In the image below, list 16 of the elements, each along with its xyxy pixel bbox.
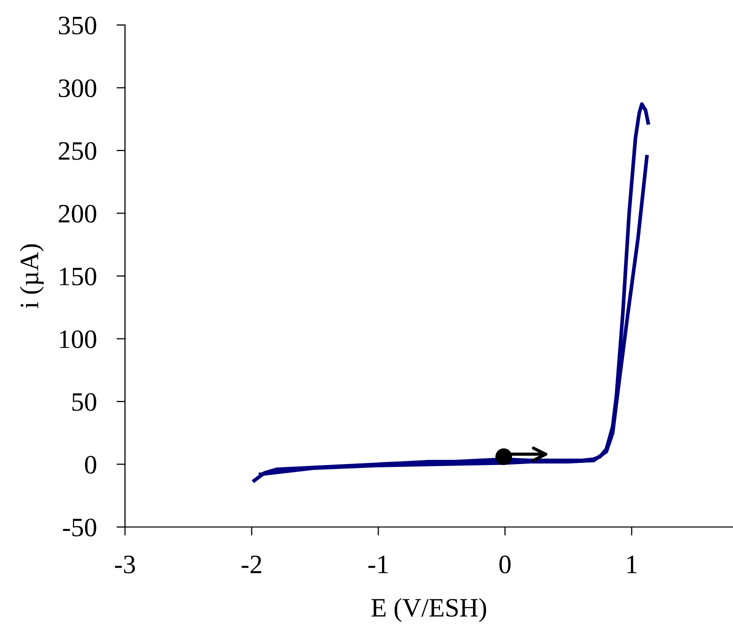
y-tick-label: 150 <box>60 268 96 286</box>
x-tick-label: -3 <box>114 556 135 574</box>
y-tick-label: -50 <box>63 518 96 536</box>
y-tick-label: 350 <box>58 16 96 34</box>
x-tick-label: -1 <box>368 556 388 574</box>
x-axis-title: E (V/ESH) <box>371 598 486 622</box>
y-tick-label: 200 <box>58 204 96 223</box>
y-tick-label: 100 <box>60 330 96 348</box>
y-tick-label: 300 <box>58 79 96 98</box>
y-axis-title: i (µA) <box>20 244 44 308</box>
y-tick-label: 250 <box>58 142 96 160</box>
y-tick-label: 50 <box>72 393 96 411</box>
x-tick-label: 0 <box>499 556 511 574</box>
x-tick-label: -2 <box>242 556 262 574</box>
x-tick-label: 1 <box>627 556 637 574</box>
y-tick-label: 0 <box>85 456 96 474</box>
